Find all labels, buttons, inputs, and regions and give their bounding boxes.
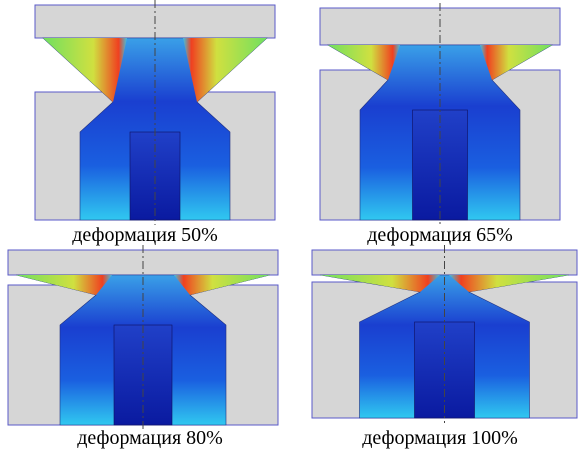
simulation-panel — [312, 245, 577, 423]
caption: деформация 50% — [72, 224, 218, 246]
caption: деформация 80% — [77, 427, 223, 449]
simulation-panel — [35, 0, 275, 225]
simulation-panel — [8, 245, 278, 430]
caption: деформация 65% — [367, 224, 513, 246]
caption: деформация 100% — [362, 427, 518, 449]
simulation-panel — [320, 3, 560, 225]
figure: деформация 50% деформация 65% деформация… — [0, 0, 585, 459]
